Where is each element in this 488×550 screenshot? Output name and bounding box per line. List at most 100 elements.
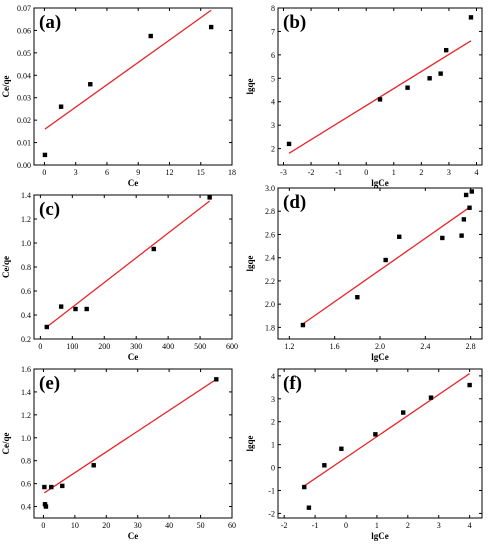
y-tick-label: 2.6 [265, 230, 275, 239]
y-tick-label: 0.07 [17, 4, 31, 13]
y-axis-title: Ce/qe [1, 256, 11, 278]
x-tick-label: 100 [66, 342, 78, 351]
plot-frame [33, 7, 233, 166]
data-point [49, 484, 54, 490]
data-point [467, 205, 472, 210]
data-point [151, 246, 156, 252]
x-tick-label: -2 [281, 521, 288, 530]
data-point [42, 502, 48, 507]
data-point [88, 82, 93, 87]
data-point [377, 97, 383, 102]
x-tick-label: -2 [308, 168, 315, 177]
x-tick-label: 0 [344, 521, 348, 530]
data-point [440, 235, 445, 241]
y-tick-label: -1 [268, 486, 275, 495]
y-tick-label: 0.6 [21, 287, 31, 296]
x-tick-label: 3 [447, 168, 451, 177]
x-tick-label: 0 [41, 521, 45, 530]
y-tick-label: 0.05 [17, 49, 31, 58]
x-tick-label: 1.6 [330, 342, 340, 351]
x-tick-label: 9 [136, 168, 140, 177]
data-point [42, 152, 48, 158]
data-point [461, 217, 467, 222]
panel-label: (d) [283, 192, 306, 213]
data-point [84, 306, 89, 312]
y-tick-label: 5 [271, 74, 275, 83]
data-point [286, 141, 292, 147]
x-tick-label: 10 [71, 521, 79, 530]
panel-d: 1.2 1.6 2.0 2.4 2.8 1.8 2.0 2.2 2.4 2.6 2.8 3.0 lgCe… [245, 184, 483, 362]
x-tick-label: 20 [102, 521, 110, 530]
x-axis-title: lgCe [371, 352, 389, 362]
x-tick-label: 300 [130, 342, 142, 351]
data-point [58, 304, 64, 309]
y-axis-title: Ce/qe [1, 433, 11, 455]
data-point [463, 192, 469, 198]
data-point [43, 504, 49, 509]
y-tick-label: 2.0 [265, 300, 275, 309]
y-axis-title: lgqe [245, 255, 255, 271]
data-point [339, 446, 344, 451]
y-tick-label: 2.4 [265, 254, 275, 263]
x-tick-label: 500 [194, 342, 206, 351]
data-point [42, 484, 47, 490]
data-point [306, 505, 312, 510]
y-tick-label: 3.0 [265, 184, 275, 193]
data-point [469, 189, 474, 194]
x-tick-label: 2.4 [420, 342, 430, 351]
y-tick-label: 0.06 [17, 26, 31, 35]
y-tick-label: -2 [268, 509, 275, 518]
data-point [73, 306, 78, 312]
y-tick-label: 0 [271, 464, 275, 473]
fit-line [44, 378, 217, 494]
y-tick-label: 8 [271, 4, 275, 13]
y-tick-label: 0.2 [21, 335, 31, 344]
y-tick-label: 0.01 [17, 139, 31, 148]
y-tick-label: 0.03 [17, 94, 31, 103]
panel-label: (c) [39, 199, 60, 220]
y-tick-label: 0.4 [21, 311, 31, 320]
data-point [302, 484, 307, 490]
y-tick-label: 1.4 [21, 191, 31, 200]
data-point [60, 483, 65, 489]
x-tick-label: -1 [335, 168, 342, 177]
y-tick-label: 1.2 [21, 215, 31, 224]
x-tick-label: 2.8 [466, 342, 476, 351]
y-tick-label: 0.04 [17, 71, 31, 80]
data-point [208, 24, 214, 30]
x-tick-label: -1 [312, 521, 319, 530]
x-axis-title: Ce [128, 178, 139, 188]
x-tick-label: 3 [74, 168, 78, 177]
x-tick-label: 200 [98, 342, 110, 351]
x-tick-label: 0 [364, 168, 368, 177]
panel-e: 0 10 20 30 40 50 60 0.4 0.6 0.8 1.0 1.2 1.4 1.6 Ce Ce/q… [1, 365, 236, 541]
data-point [44, 324, 49, 330]
panel-b: -3 -2 -1 0 1 2 3 4 2 3 4 5 6 7 8 lgCe lgqe (b) [245, 4, 483, 188]
y-tick-label: 0.02 [17, 116, 31, 125]
fit-line [44, 9, 212, 130]
y-tick-label: 1.4 [21, 388, 31, 397]
fit-line [303, 373, 471, 487]
y-tick-label: 1.2 [21, 411, 31, 420]
x-tick-label: 0 [38, 342, 42, 351]
y-axis-title: lgqe [245, 78, 255, 94]
x-tick-label: 4 [468, 521, 472, 530]
x-tick-label: 60 [228, 521, 236, 530]
panel-label: (f) [283, 373, 302, 394]
panel-label: (e) [39, 373, 60, 394]
y-tick-label: 6 [271, 51, 275, 60]
y-tick-label: 1.0 [21, 434, 31, 443]
data-point [322, 463, 327, 468]
y-tick-label: 2.8 [265, 207, 275, 216]
data-point [58, 104, 64, 109]
plot-frame [277, 187, 483, 340]
data-point [214, 377, 219, 382]
x-tick-label: 30 [134, 521, 142, 530]
x-tick-label: 40 [165, 521, 173, 530]
data-point [443, 47, 449, 53]
x-tick-label: 1 [375, 521, 379, 530]
data-point [405, 85, 410, 90]
y-tick-label: 2 [271, 145, 275, 154]
y-tick-label: 3 [271, 121, 275, 130]
